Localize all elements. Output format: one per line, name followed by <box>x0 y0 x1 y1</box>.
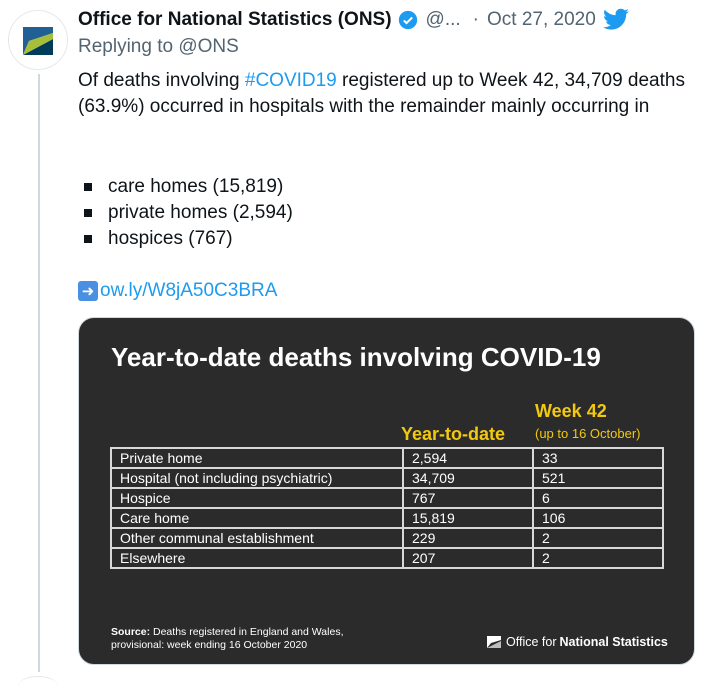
table-cell-label: Other communal establishment <box>110 527 404 549</box>
deaths-table: Private home 2,594 33 Hospital (not incl… <box>110 447 664 569</box>
hashtag-link[interactable]: #COVID19 <box>244 70 337 91</box>
table-cell-week: 33 <box>532 447 664 469</box>
list-item: care homes (15,819) <box>84 174 293 200</box>
table-row: Hospice 767 6 <box>110 487 664 509</box>
avatar[interactable] <box>8 10 68 70</box>
bullet-square-icon <box>84 183 92 191</box>
twitter-bird-icon[interactable] <box>602 8 630 32</box>
column-header-week-subtitle: (up to 16 October) <box>535 426 641 441</box>
list-item-text: hospices (767) <box>108 228 233 249</box>
bullet-square-icon <box>84 209 92 217</box>
table-cell-ytd: 207 <box>402 547 534 569</box>
table-cell-week: 2 <box>532 527 664 549</box>
reply-mention-link[interactable]: @ONS <box>178 36 239 57</box>
logo-text-part1: Office for <box>506 635 557 649</box>
table-cell-ytd: 2,594 <box>402 447 534 469</box>
table-cell-label: Private home <box>110 447 404 469</box>
logo-text-part2: National Statistics <box>559 635 668 649</box>
next-avatar <box>18 676 58 697</box>
source-text: Deaths registered in England and Wales, <box>150 626 344 638</box>
table-cell-label: Elsewhere <box>110 547 404 569</box>
table-cell-ytd: 15,819 <box>402 507 534 529</box>
external-link[interactable]: ow.ly/W8jA50C3BRA <box>100 280 278 301</box>
replying-label: Replying to <box>78 36 174 57</box>
tweet-text-part1: Of deaths involving <box>78 70 245 91</box>
list-item-text: care homes (15,819) <box>108 176 284 197</box>
table-cell-ytd: 34,709 <box>402 467 534 489</box>
column-header-week: Week 42 <box>535 401 607 421</box>
ons-footer-logo: Office for National Statistics <box>485 634 668 650</box>
tweet-text-part2: registered up to Week 42, 34,709 deaths … <box>78 70 685 117</box>
separator-dot: · <box>472 9 479 30</box>
author-handle[interactable]: @... <box>425 9 461 30</box>
tweet-date[interactable]: Oct 27, 2020 <box>487 9 596 30</box>
table-cell-label: Hospital (not including psychiatric) <box>110 467 404 489</box>
thread-line <box>38 74 40 672</box>
replying-to: Replying to @ONS <box>78 36 239 58</box>
column-header-ytd: Year-to-date <box>401 424 506 444</box>
table-row: Care home 15,819 106 <box>110 507 664 529</box>
table-cell-week: 521 <box>532 467 664 489</box>
source-label: Source: <box>111 626 151 638</box>
ons-logo-icon <box>9 11 67 69</box>
table-row: Hospital (not including psychiatric) 34,… <box>110 467 664 489</box>
ons-mark-icon <box>487 636 501 648</box>
author-name[interactable]: Office for National Statistics (ONS) <box>78 9 392 30</box>
media-card[interactable]: Year-to-date deaths involving COVID-19 W… <box>78 317 695 665</box>
table-cell-label: Care home <box>110 507 404 529</box>
table-cell-week: 106 <box>532 507 664 529</box>
card-title: Year-to-date deaths involving COVID-19 <box>111 342 601 372</box>
bullet-square-icon <box>84 235 92 243</box>
table-cell-week: 2 <box>532 547 664 569</box>
tweet-text: Of deaths involving #COVID19 registered … <box>78 68 702 120</box>
source-text-line2: provisional: week ending 16 October 2020 <box>111 639 308 651</box>
table-row: Private home 2,594 33 <box>110 447 664 469</box>
link-row: ➜ ow.ly/W8jA50C3BRA <box>78 280 277 302</box>
table-cell-ytd: 229 <box>402 527 534 549</box>
list-item: hospices (767) <box>84 226 293 252</box>
verified-badge-icon <box>398 10 418 30</box>
source-note: Source: Deaths registered in England and… <box>111 626 343 652</box>
table-row: Other communal establishment 229 2 <box>110 527 664 549</box>
table-row: Elsewhere 207 2 <box>110 547 664 569</box>
right-arrow-emoji-icon: ➜ <box>78 281 98 301</box>
table-cell-week: 6 <box>532 487 664 509</box>
list-item-text: private homes (2,594) <box>108 202 293 223</box>
tweet-header: Office for National Statistics (ONS) @..… <box>78 6 700 34</box>
table-cell-ytd: 767 <box>402 487 534 509</box>
bullet-list: care homes (15,819) private homes (2,594… <box>84 174 293 252</box>
list-item: private homes (2,594) <box>84 200 293 226</box>
table-cell-label: Hospice <box>110 487 404 509</box>
